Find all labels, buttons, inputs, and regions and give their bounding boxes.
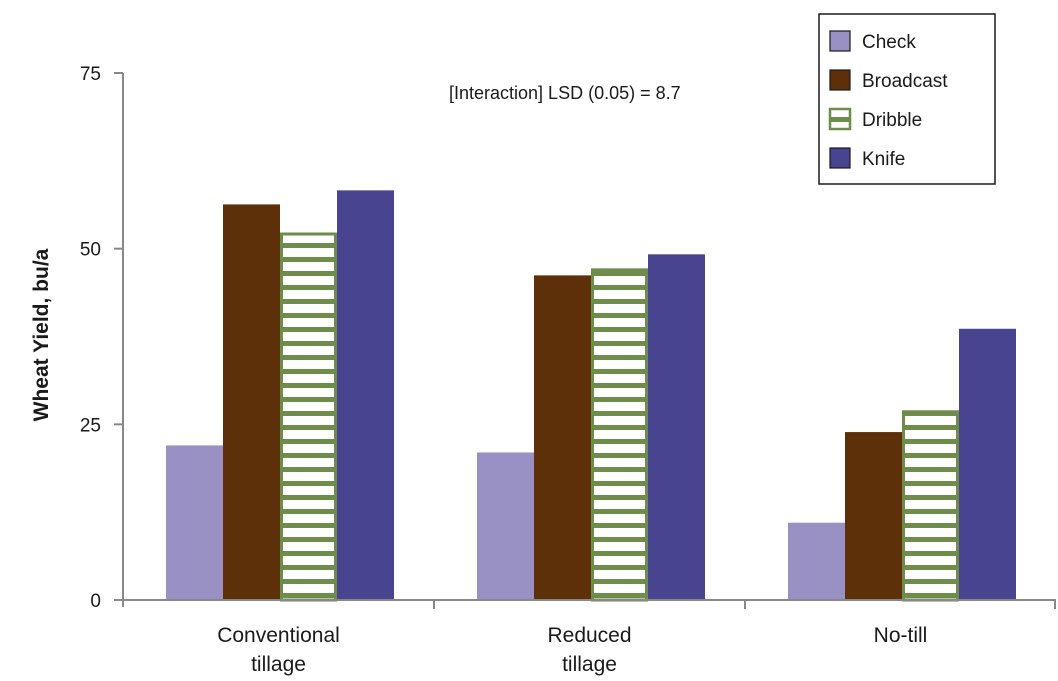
y-tick-label-50: 50	[80, 240, 101, 261]
category-label-1-line-1: Conventional	[217, 624, 340, 647]
bar-broadcast-2	[534, 275, 591, 600]
bar-check-2	[477, 452, 534, 600]
bar-broadcast-3	[845, 432, 902, 600]
bar-knife-2	[648, 254, 705, 600]
legend-swatch-knife	[829, 147, 851, 169]
y-axis-label: Wheat Yield, bu/a	[30, 248, 53, 421]
bar-check-1	[166, 445, 223, 600]
y-tick-label-75: 75	[80, 64, 101, 85]
y-tick-label-0: 0	[90, 591, 101, 612]
legend-swatch-dribble	[828, 107, 852, 131]
legend-label-dribble: Dribble	[862, 110, 922, 131]
bar-dribble-2	[591, 268, 648, 602]
lsd-annotation: [Interaction] LSD (0.05) = 8.7	[449, 83, 681, 103]
legend-label-broadcast: Broadcast	[862, 71, 948, 92]
bar-dribble-1	[280, 232, 337, 602]
bar-knife-3	[959, 328, 1016, 600]
legend-label-check: Check	[862, 32, 916, 53]
category-label-2-line-2: tillage	[562, 653, 617, 676]
legend-swatch-check	[829, 30, 851, 52]
legend-swatch-broadcast	[829, 69, 851, 91]
category-label-2-line-1: Reduced	[547, 624, 631, 647]
legend-label-knife: Knife	[862, 149, 905, 170]
y-tick-label-25: 25	[80, 415, 101, 436]
category-label-3-line-1: No-till	[874, 624, 928, 647]
legend: Check Broadcast Dribble Knife	[818, 13, 996, 185]
plot-area: 0 25 50 75 Conventional tillage Reduced tillage…	[80, 64, 1056, 676]
bar-knife-1	[337, 190, 394, 600]
category-label-1-line-2: tillage	[251, 653, 306, 676]
bar-dribble-3	[902, 410, 959, 602]
bar-check-3	[788, 522, 845, 600]
bar-broadcast-1	[223, 204, 280, 600]
